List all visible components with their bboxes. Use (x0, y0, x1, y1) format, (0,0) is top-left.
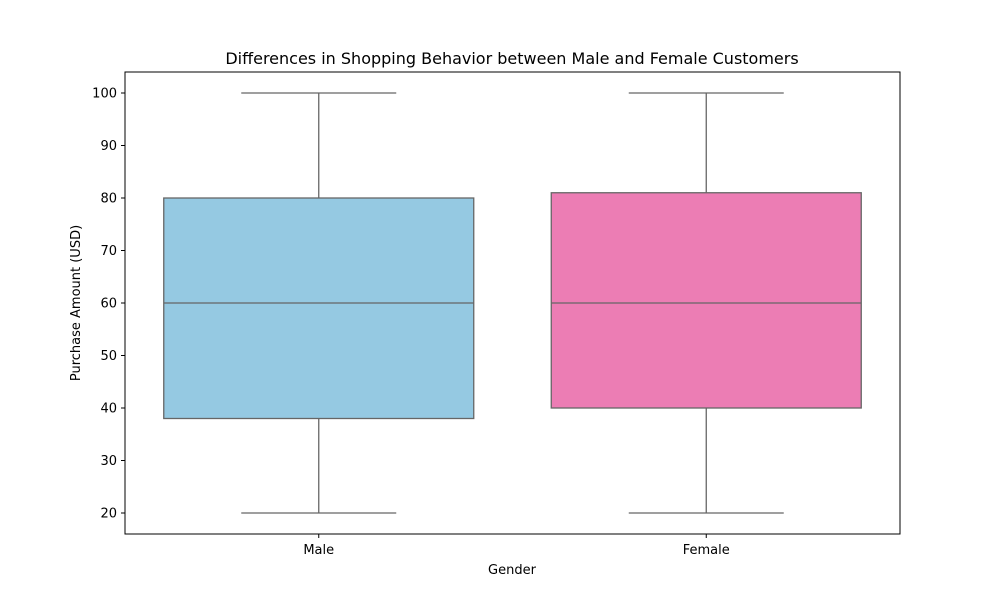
y-tick-label: 90 (100, 139, 117, 154)
y-tick-label: 60 (100, 297, 117, 312)
x-tick-label: Male (303, 543, 334, 558)
box-female (550, 192, 862, 409)
x-tick-label: Female (683, 543, 730, 558)
y-tick-label: 50 (100, 349, 117, 364)
y-axis-title: Purchase Amount (USD) (69, 225, 84, 381)
chart-title: Differences in Shopping Behavior between… (225, 49, 798, 68)
y-tick-label: 40 (100, 402, 117, 417)
y-tick-label: 70 (100, 244, 117, 259)
plot-area: 20 30 40 50 60 70 80 90 100 Male Female (92, 71, 901, 558)
y-tick-label: 20 (100, 507, 117, 522)
y-tick-label: 100 (92, 87, 117, 102)
box-male (163, 197, 475, 420)
y-tick-label: 30 (100, 454, 117, 469)
y-tick-label: 80 (100, 192, 117, 207)
x-axis-title: Gender (488, 563, 537, 578)
